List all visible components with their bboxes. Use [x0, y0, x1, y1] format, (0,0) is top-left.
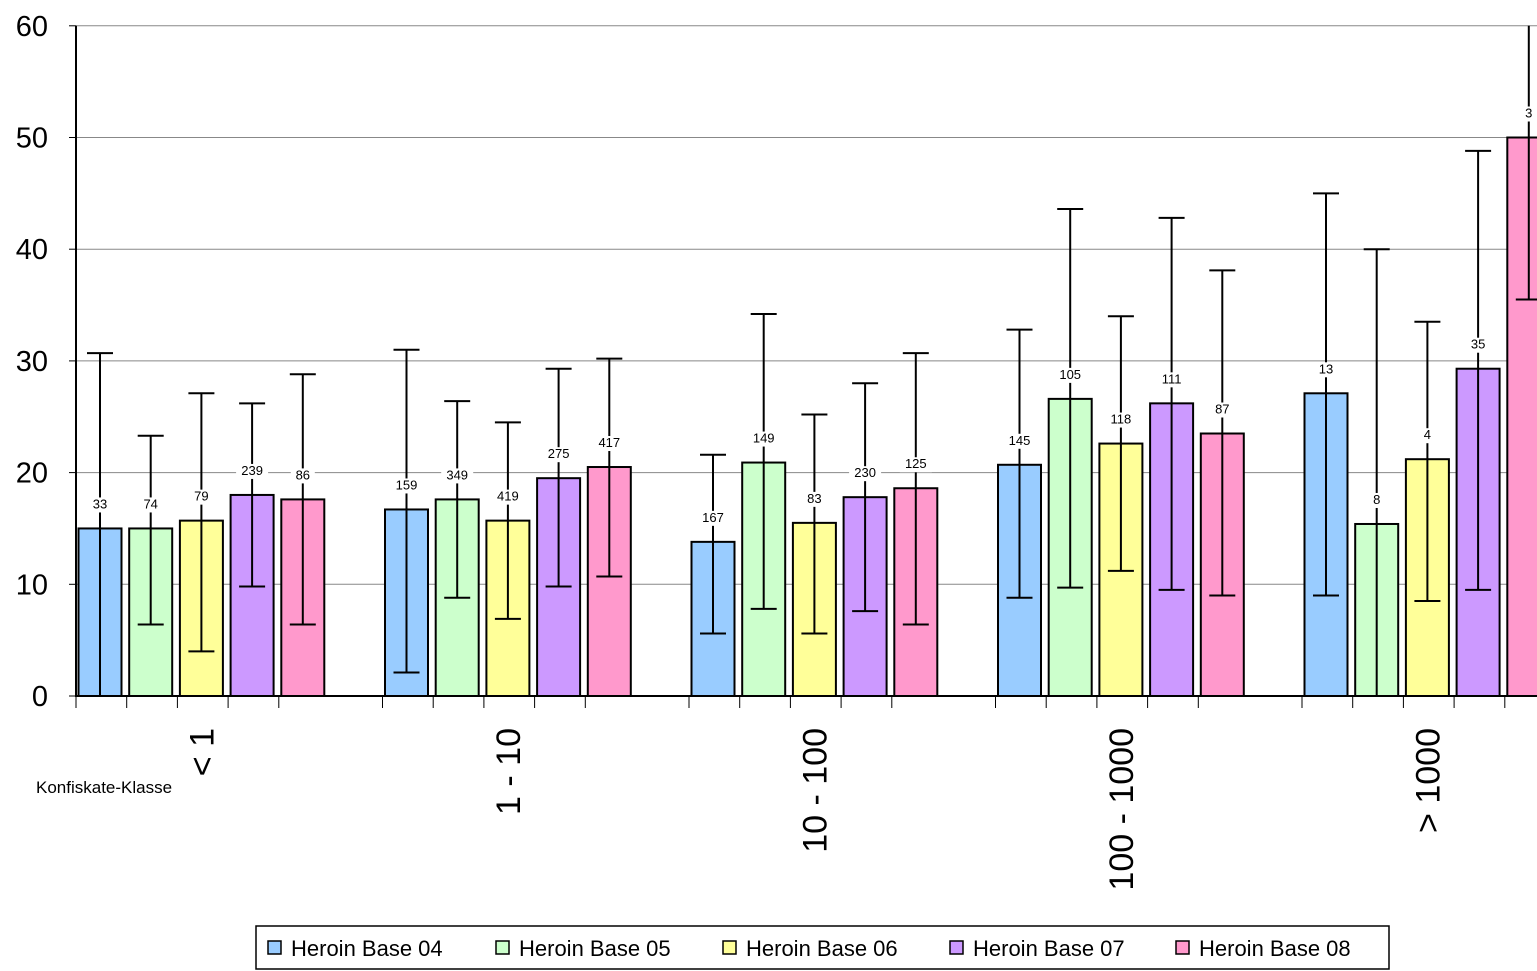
sample-size-label-bg: [899, 457, 932, 473]
bars: [77, 136, 1537, 698]
sample-size-label: 35: [1471, 337, 1485, 352]
sample-size-label: 79: [194, 489, 208, 504]
x-category-label: 100 - 1000: [1103, 728, 1141, 891]
sample-size-label-bg: [1155, 372, 1188, 388]
legend-label: Heroin Base 07: [973, 936, 1125, 961]
y-tick-labels: 0 10 20 30 40 50 60: [16, 11, 48, 713]
y-tick-label: 40: [16, 234, 48, 266]
sample-size-label: 105: [1059, 367, 1081, 382]
sample-size-label: 13: [1319, 361, 1333, 376]
sample-size-label: 87: [1215, 402, 1229, 417]
legend-swatch: [495, 940, 510, 955]
y-tick-label: 0: [32, 681, 48, 713]
sample-size-label: 8: [1373, 492, 1380, 507]
sample-size-label-bg: [236, 463, 269, 479]
sample-size-label: 83: [807, 491, 821, 506]
legend-label: Heroin Base 05: [519, 936, 671, 961]
legend-box: [255, 925, 1390, 970]
sample-size-label-bg: [88, 497, 112, 513]
legend-swatch: [1175, 940, 1190, 955]
sample-size-label: 239: [241, 463, 263, 478]
x-category-label: 1 - 10: [490, 728, 528, 815]
sample-size-label: 419: [497, 489, 519, 504]
sample-size-label: 149: [753, 431, 775, 446]
sample-size-label: 349: [446, 467, 468, 482]
axes: [75, 25, 1537, 708]
x-category-label: 10 - 100: [796, 728, 834, 853]
sample-size-label-bg: [1003, 433, 1036, 449]
legend-label: Heroin Base 04: [291, 936, 443, 961]
sample-size-label: 118: [1111, 412, 1132, 427]
sample-size-label-bg: [593, 436, 626, 452]
sample-size-label-bg: [390, 478, 423, 494]
bar: [1506, 136, 1537, 697]
legend-label: Heroin Base 08: [1199, 936, 1351, 961]
y-tick-label: 20: [16, 458, 48, 490]
y-tick-label: 50: [16, 123, 48, 155]
sample-size-label: 125: [905, 456, 927, 471]
y-tick-label: 30: [16, 346, 48, 378]
sample-size-label: 86: [296, 467, 310, 482]
y-tick-label: 10: [16, 569, 48, 601]
sample-size-label-bg: [849, 466, 882, 482]
sample-size-label-bg: [441, 468, 474, 484]
x-axis-title: Konfiskate-Klasse: [36, 778, 172, 797]
sample-size-label: 167: [702, 510, 724, 525]
sample-size-label: 145: [1009, 433, 1031, 448]
legend-swatch: [267, 940, 282, 955]
legend-swatch: [722, 940, 737, 955]
legend: Heroin Base 04 Heroin Base 05 Heroin Base …: [255, 925, 1390, 970]
y-tick-label: 60: [16, 11, 48, 43]
sample-size-label: 4: [1424, 427, 1431, 442]
sample-size-label-bg: [1419, 428, 1436, 444]
x-category-label: > 1000: [1409, 728, 1447, 833]
x-category-label: < 1: [183, 728, 221, 776]
sample-size-label-bg: [1104, 412, 1137, 428]
sample-size-label: 111: [1162, 371, 1182, 386]
sample-size-label-bg: [1210, 402, 1235, 418]
sample-size-label: 3: [1525, 106, 1532, 121]
sample-size-label-bg: [1368, 492, 1385, 508]
sample-size-label: 275: [548, 446, 570, 461]
sample-size-label-bg: [1314, 362, 1338, 378]
sample-size-label: 417: [598, 435, 620, 450]
sample-size-label-bg: [542, 447, 575, 463]
error-bars: [87, 25, 1537, 696]
sample-size-label-bg: [491, 489, 524, 505]
sample-size-label-bg: [747, 431, 780, 447]
sample-size-label-bg: [1466, 337, 1491, 353]
sample-size-label-bg: [1520, 106, 1537, 122]
sample-size-label: 159: [396, 477, 418, 492]
x-category-labels: < 1 1 - 10 10 - 100 100 - 1000 > 1000: [183, 728, 1447, 891]
sample-size-label: 33: [93, 496, 107, 511]
sample-size-label-bg: [189, 489, 214, 505]
sample-size-label-bg: [290, 468, 315, 484]
sample-size-label-bg: [138, 497, 163, 513]
legend-label: Heroin Base 06: [746, 936, 898, 961]
sample-size-label: 74: [143, 496, 157, 511]
sample-size-label-bg: [1054, 367, 1087, 383]
sample-size-label-bg: [802, 491, 827, 507]
legend-swatch: [949, 940, 964, 955]
sample-size-label-bg: [697, 510, 729, 526]
sample-size-label: 230: [854, 465, 876, 480]
